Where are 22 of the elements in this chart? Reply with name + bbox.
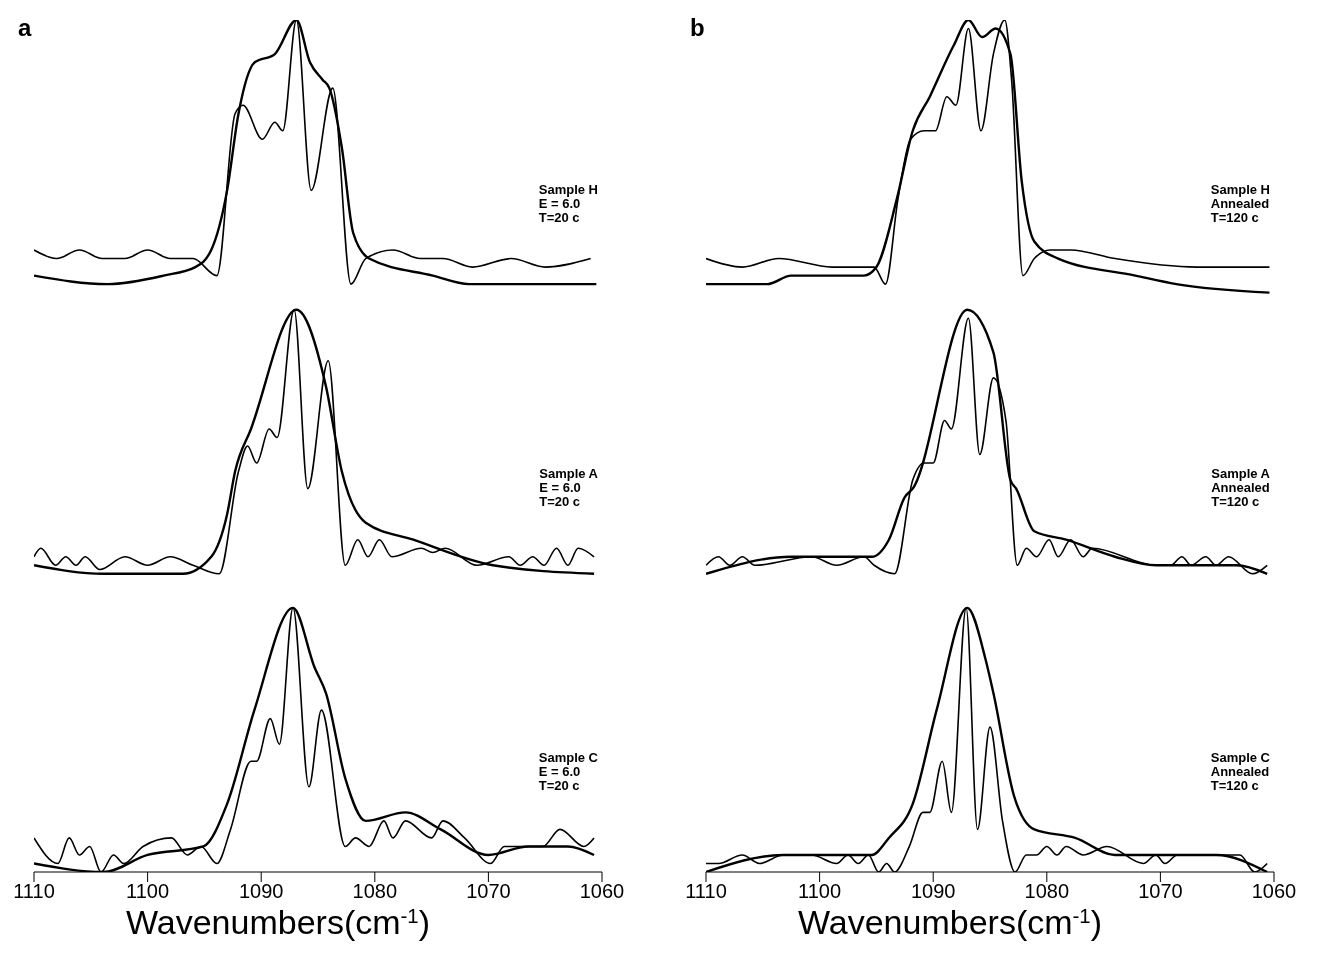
annotation: Sample A E = 6.0 T=20 c: [539, 466, 598, 509]
annotation: Sample H Annealed T=120 c: [1210, 182, 1270, 225]
x-tick-label: 1090: [238, 880, 284, 903]
x-axis-title: Wavenumbers(cm$^{-1}$): [125, 903, 431, 941]
x-tick-label: 1110: [685, 880, 727, 903]
annotation: Sample A Annealed T=120 c: [1211, 466, 1270, 509]
chart-title: a: [18, 14, 32, 42]
x-tick-label: 1100: [126, 880, 170, 903]
x-tick-label: 1090: [910, 880, 956, 903]
x-tick-label: 1100: [798, 880, 842, 903]
annotation: Sample H E = 6.0 T=20 c: [538, 182, 598, 225]
x-axis-title: Wavenumbers(cm$^{-1}$): [797, 903, 1103, 941]
annotation: Sample C Annealed T=120 c: [1210, 750, 1270, 793]
x-tick-label: 1060: [579, 880, 625, 903]
chart-title: b: [690, 14, 705, 42]
x-tick-label: 1070: [466, 880, 511, 903]
x-tick-label: 1060: [1251, 880, 1297, 903]
x-tick-label: 1080: [1024, 880, 1070, 903]
x-tick-label: 1080: [352, 880, 398, 903]
annotation: Sample C E = 6.0 T=20 c: [538, 750, 598, 793]
x-tick-label: 1110: [13, 880, 55, 903]
x-tick-label: 1070: [1138, 880, 1183, 903]
